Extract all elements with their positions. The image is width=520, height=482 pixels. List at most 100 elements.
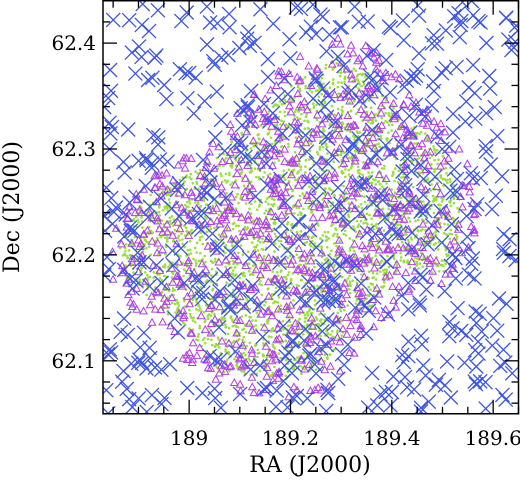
data-point bbox=[335, 39, 345, 48]
data-point bbox=[367, 171, 370, 174]
data-point bbox=[498, 10, 514, 26]
x-tick-label: 189.2 bbox=[262, 426, 319, 450]
data-point bbox=[186, 288, 196, 297]
data-point bbox=[178, 353, 188, 362]
data-point bbox=[295, 284, 299, 287]
data-point bbox=[369, 322, 379, 331]
data-point bbox=[216, 336, 220, 339]
data-point bbox=[449, 180, 452, 184]
data-point bbox=[404, 225, 420, 241]
data-point bbox=[255, 244, 259, 247]
data-point bbox=[430, 271, 434, 275]
data-point bbox=[233, 255, 243, 264]
data-point bbox=[432, 211, 436, 215]
data-point bbox=[359, 48, 375, 64]
data-point bbox=[284, 123, 288, 127]
data-point bbox=[197, 259, 207, 268]
data-point bbox=[231, 269, 235, 272]
data-point bbox=[235, 280, 245, 289]
data-point bbox=[223, 323, 227, 326]
data-point bbox=[184, 348, 194, 357]
data-point bbox=[254, 270, 257, 273]
data-point bbox=[220, 366, 230, 375]
data-point bbox=[308, 213, 318, 222]
data-point bbox=[408, 220, 412, 223]
data-point bbox=[296, 116, 299, 119]
data-point bbox=[248, 136, 258, 145]
data-point bbox=[183, 305, 187, 309]
data-point bbox=[206, 217, 215, 225]
data-point bbox=[434, 151, 437, 155]
data-point bbox=[318, 272, 328, 281]
data-point bbox=[418, 368, 434, 383]
data-point bbox=[299, 278, 303, 282]
data-point bbox=[497, 355, 513, 371]
data-point bbox=[392, 257, 396, 261]
data-point bbox=[379, 254, 394, 269]
data-point bbox=[383, 20, 399, 36]
data-point bbox=[311, 178, 327, 194]
data-point bbox=[134, 49, 150, 65]
data-point bbox=[374, 254, 377, 258]
data-point bbox=[449, 59, 464, 75]
data-point bbox=[304, 262, 308, 265]
data-point bbox=[295, 230, 299, 234]
data-point bbox=[467, 342, 483, 358]
data-point bbox=[194, 264, 198, 267]
data-point bbox=[177, 304, 181, 307]
data-point bbox=[226, 234, 236, 243]
data-point bbox=[169, 222, 173, 226]
data-point bbox=[274, 71, 284, 80]
x-tick-labels: 189 189.2 189.4 189.6 bbox=[170, 426, 520, 450]
data-point bbox=[281, 344, 296, 360]
data-point bbox=[393, 179, 397, 183]
data-point bbox=[298, 253, 308, 262]
data-point bbox=[154, 275, 170, 291]
data-point bbox=[297, 341, 301, 344]
data-point bbox=[417, 203, 433, 219]
data-point bbox=[294, 108, 298, 111]
data-point bbox=[314, 258, 330, 274]
data-point bbox=[290, 318, 300, 327]
data-point bbox=[391, 129, 401, 138]
data-point bbox=[407, 217, 410, 220]
data-point bbox=[407, 240, 411, 244]
data-point bbox=[499, 296, 514, 312]
data-point bbox=[282, 135, 285, 139]
data-point bbox=[171, 272, 175, 275]
data-point bbox=[330, 224, 333, 228]
data-point bbox=[338, 240, 341, 243]
data-point bbox=[195, 308, 198, 311]
data-point bbox=[160, 278, 164, 282]
data-point bbox=[417, 218, 420, 222]
data-point bbox=[324, 144, 328, 147]
data-point bbox=[234, 162, 244, 171]
data-point bbox=[320, 385, 336, 401]
data-point bbox=[162, 356, 178, 372]
data-point bbox=[163, 236, 167, 239]
data-point bbox=[293, 118, 303, 127]
data-point bbox=[343, 229, 347, 233]
data-point bbox=[385, 270, 394, 279]
data-point bbox=[312, 63, 322, 72]
data-point bbox=[244, 202, 248, 205]
data-point bbox=[147, 50, 163, 66]
data-point bbox=[413, 142, 416, 145]
data-point bbox=[219, 172, 222, 175]
data-point bbox=[333, 113, 337, 117]
data-point bbox=[303, 320, 307, 324]
data-point bbox=[395, 200, 405, 209]
data-point bbox=[281, 219, 284, 222]
data-point bbox=[219, 229, 229, 238]
data-point bbox=[294, 178, 297, 182]
data-point bbox=[171, 287, 175, 290]
data-point bbox=[168, 263, 172, 266]
data-point bbox=[248, 359, 252, 362]
data-point bbox=[401, 175, 411, 184]
data-point bbox=[270, 203, 273, 206]
data-point bbox=[347, 215, 351, 219]
data-point bbox=[395, 214, 405, 223]
data-point bbox=[404, 203, 414, 212]
data-point bbox=[361, 72, 365, 76]
data-point bbox=[241, 250, 257, 266]
